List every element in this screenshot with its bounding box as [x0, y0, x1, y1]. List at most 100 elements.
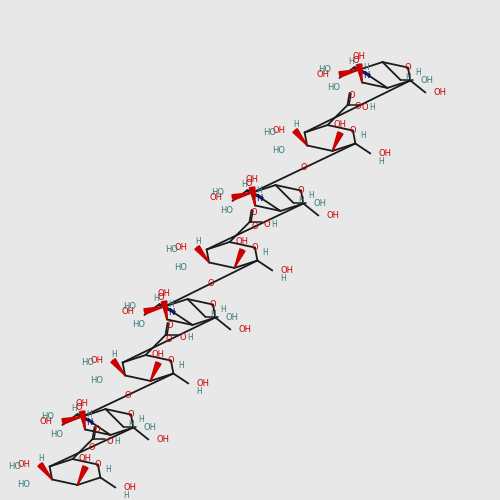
Text: H: H — [416, 68, 422, 77]
Text: OH: OH — [156, 435, 170, 444]
Text: H: H — [294, 120, 300, 129]
Text: OH: OH — [226, 312, 238, 322]
Text: H: H — [188, 332, 194, 342]
Text: O: O — [245, 180, 252, 188]
Text: O: O — [298, 186, 304, 195]
Text: OH: OH — [420, 76, 434, 84]
Text: OH: OH — [280, 266, 293, 275]
Text: H: H — [196, 387, 202, 396]
Text: OH: OH — [158, 289, 170, 298]
Polygon shape — [144, 306, 165, 314]
Text: N: N — [364, 72, 370, 80]
Text: OH: OH — [326, 211, 340, 220]
Text: O: O — [75, 404, 82, 412]
Text: H: H — [86, 410, 92, 420]
Text: O: O — [354, 102, 361, 111]
Text: HO: HO — [272, 146, 285, 155]
Text: OH: OH — [196, 379, 209, 388]
Text: H: H — [308, 191, 314, 200]
Text: O: O — [128, 410, 134, 419]
Text: HO: HO — [327, 83, 340, 92]
Text: HO: HO — [90, 376, 103, 385]
Text: H: H — [178, 361, 184, 370]
Text: HO: HO — [124, 302, 136, 311]
Text: OH: OH — [246, 175, 258, 184]
Text: OH: OH — [40, 417, 52, 426]
Text: H: H — [256, 186, 262, 196]
Text: HO: HO — [174, 263, 187, 272]
Text: HO: HO — [17, 480, 30, 489]
Text: HO: HO — [132, 320, 145, 329]
Text: H: H — [210, 310, 216, 318]
Text: N: N — [86, 418, 92, 428]
Text: H: H — [348, 57, 354, 66]
Text: HO: HO — [212, 188, 224, 197]
Polygon shape — [78, 466, 88, 485]
Text: H: H — [154, 294, 160, 303]
Text: O: O — [210, 300, 216, 309]
Text: H: H — [262, 248, 268, 257]
Text: HO: HO — [42, 412, 54, 421]
Text: OH: OH — [124, 483, 136, 492]
Text: H: H — [138, 415, 144, 424]
Polygon shape — [195, 246, 209, 262]
Polygon shape — [332, 132, 343, 151]
Text: OH: OH — [76, 399, 88, 408]
Polygon shape — [38, 462, 52, 479]
Text: N: N — [256, 194, 262, 203]
Text: O: O — [94, 460, 101, 469]
Polygon shape — [339, 70, 359, 77]
Polygon shape — [250, 187, 255, 206]
Text: O: O — [168, 356, 174, 365]
Text: O: O — [88, 442, 95, 452]
Polygon shape — [356, 64, 362, 82]
Text: O: O — [208, 279, 214, 288]
Text: O: O — [352, 56, 359, 66]
Text: O: O — [362, 102, 368, 112]
Text: OH: OH — [352, 52, 366, 61]
Text: H: H — [168, 300, 174, 310]
Text: H: H — [364, 64, 370, 72]
Text: OH: OH — [236, 238, 249, 246]
Text: H: H — [220, 305, 226, 314]
Text: OH: OH — [316, 70, 330, 79]
Polygon shape — [234, 249, 245, 268]
Text: OH: OH — [144, 422, 156, 432]
Text: HO: HO — [8, 462, 22, 471]
Text: OH: OH — [378, 149, 392, 158]
Text: H: H — [298, 196, 304, 204]
Text: H: H — [38, 454, 44, 463]
Text: O: O — [106, 436, 113, 446]
Text: H: H — [242, 180, 248, 189]
Polygon shape — [293, 128, 307, 146]
Text: HO: HO — [82, 358, 94, 367]
Text: H: H — [370, 102, 376, 112]
Text: H: H — [112, 350, 117, 359]
Text: O: O — [300, 164, 308, 172]
Text: OH: OH — [210, 193, 222, 202]
Text: O: O — [264, 220, 270, 228]
Polygon shape — [232, 192, 252, 200]
Polygon shape — [80, 411, 85, 430]
Text: O: O — [124, 390, 132, 400]
Text: H: H — [196, 237, 202, 246]
Text: OH: OH — [79, 454, 92, 464]
Text: O: O — [252, 243, 258, 252]
Text: HO: HO — [264, 128, 276, 137]
Text: OH: OH — [238, 325, 252, 334]
Text: O: O — [157, 294, 164, 302]
Text: H: H — [106, 465, 112, 474]
Text: H: H — [360, 131, 366, 140]
Text: H: H — [406, 72, 411, 82]
Text: OH: OH — [314, 198, 326, 207]
Text: N: N — [168, 308, 174, 318]
Text: O: O — [166, 320, 173, 330]
Text: OH: OH — [434, 88, 446, 97]
Text: HO: HO — [220, 206, 233, 215]
Text: O: O — [93, 424, 100, 434]
Polygon shape — [62, 416, 82, 424]
Text: H: H — [128, 420, 134, 428]
Text: OH: OH — [334, 120, 347, 130]
Text: O: O — [404, 63, 411, 72]
Text: H: H — [114, 436, 120, 446]
